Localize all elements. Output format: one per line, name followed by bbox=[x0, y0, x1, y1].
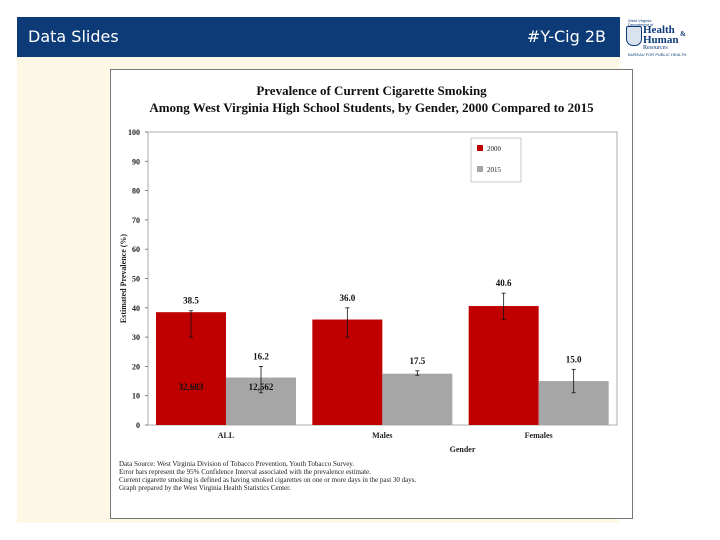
logo-word-human: Human bbox=[643, 34, 679, 46]
logo-ampersand: & bbox=[680, 30, 686, 38]
y-tick-label: 40 bbox=[132, 304, 140, 313]
legend-label: 2015 bbox=[487, 166, 502, 174]
bar-2015-Males bbox=[382, 373, 453, 425]
sample-size-label: 32,683 bbox=[179, 382, 204, 392]
slide-header: Data Slides #Y-Cig 2B bbox=[17, 17, 620, 57]
chart-figure: Prevalence of Current Cigarette Smoking … bbox=[110, 69, 633, 519]
y-tick-label: 50 bbox=[132, 275, 140, 284]
header-left-title: Data Slides bbox=[28, 27, 119, 46]
note-line: Error bars represent the 95% Confidence … bbox=[119, 468, 371, 476]
data-label: 16.2 bbox=[253, 351, 269, 361]
data-label: 15.0 bbox=[566, 354, 582, 364]
note-line: Graph prepared by the West Virginia Heal… bbox=[119, 484, 291, 492]
y-tick-label: 10 bbox=[132, 392, 140, 401]
y-tick-label: 70 bbox=[132, 216, 140, 225]
y-tick-label: 80 bbox=[132, 187, 140, 196]
y-axis-label: Estimated Prevalence (%) bbox=[119, 234, 128, 323]
legend-swatch-2015 bbox=[477, 166, 483, 172]
seal-icon bbox=[626, 26, 642, 46]
note-line: Current cigarette smoking is defined as … bbox=[119, 476, 417, 484]
logo-line3: BUREAU FOR PUBLIC HEALTH bbox=[628, 52, 687, 57]
data-label: 36.0 bbox=[339, 293, 355, 303]
x-tick-label: ALL bbox=[218, 431, 234, 440]
wv-dhhr-logo: West Virginia Department of Health & Hum… bbox=[626, 18, 692, 58]
y-tick-label: 60 bbox=[132, 245, 140, 254]
y-tick-label: 30 bbox=[132, 333, 140, 342]
data-label: 40.6 bbox=[496, 278, 512, 288]
y-tick-label: 90 bbox=[132, 157, 140, 166]
x-tick-label: Females bbox=[525, 431, 553, 440]
y-tick-label: 0 bbox=[136, 421, 140, 430]
header-right-title: #Y-Cig 2B bbox=[526, 27, 606, 46]
chart-svg: 0 10 20 30 40 50 60 70 80 90 100 Estimated Prevalen… bbox=[119, 128, 618, 454]
logo-word-resources: Resources bbox=[643, 45, 668, 51]
x-axis-label: Gender bbox=[450, 445, 476, 454]
legend-label: 2000 bbox=[487, 145, 502, 153]
data-label: 17.5 bbox=[409, 356, 425, 366]
logo-line1: West Virginia bbox=[628, 18, 652, 23]
bar-2000-Females bbox=[468, 306, 539, 425]
legend-swatch-2000 bbox=[477, 145, 483, 151]
chart-notes: Data Source: West Virginia Division of T… bbox=[119, 460, 624, 492]
logo-word-health: Health bbox=[643, 24, 675, 36]
sample-size-label: 12,562 bbox=[249, 382, 274, 392]
chart-title-line2: Among West Virginia High School Students… bbox=[149, 100, 594, 115]
logo-line2: Department of bbox=[628, 22, 654, 27]
chart-title-line1: Prevalence of Current Cigarette Smoking bbox=[256, 83, 487, 98]
y-tick-label: 100 bbox=[128, 128, 140, 137]
y-tick-label: 20 bbox=[132, 362, 140, 371]
x-tick-label: Males bbox=[372, 431, 392, 440]
data-label: 38.5 bbox=[183, 296, 199, 306]
note-line: Data Source: West Virginia Division of T… bbox=[119, 460, 355, 468]
